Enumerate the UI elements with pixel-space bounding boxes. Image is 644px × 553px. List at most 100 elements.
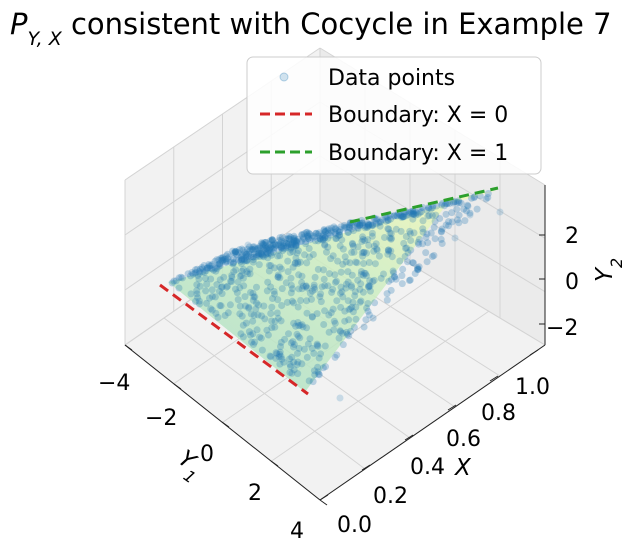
data-point — [331, 271, 339, 279]
data-point — [280, 358, 288, 366]
data-point — [364, 220, 372, 228]
data-point — [365, 283, 373, 291]
data-point — [207, 262, 215, 270]
data-point — [343, 328, 350, 336]
y1-tick-label: 0 — [200, 442, 214, 467]
data-point — [268, 317, 276, 325]
data-point — [331, 225, 339, 233]
data-point — [264, 254, 272, 262]
data-point — [191, 269, 199, 277]
data-point — [311, 237, 319, 245]
data-point — [263, 287, 271, 295]
data-point — [239, 274, 247, 282]
data-point — [294, 235, 302, 243]
data-point — [347, 327, 355, 335]
data-point — [271, 323, 279, 331]
x-tick-label: 1.0 — [515, 375, 550, 400]
data-point — [337, 303, 345, 311]
data-point — [345, 228, 352, 236]
data-point — [269, 248, 277, 256]
data-point — [348, 225, 356, 233]
data-point — [255, 250, 263, 257]
data-point — [255, 261, 263, 269]
data-point — [407, 246, 415, 254]
data-point — [298, 272, 306, 280]
data-point — [288, 369, 296, 377]
data-point — [232, 255, 240, 263]
data-point — [369, 314, 377, 322]
data-point — [237, 272, 245, 280]
data-point — [230, 268, 238, 276]
data-point — [291, 237, 298, 245]
data-point — [262, 242, 270, 250]
data-point — [260, 239, 268, 246]
data-point — [286, 355, 293, 363]
data-point — [390, 269, 398, 277]
data-point — [409, 209, 417, 217]
data-point — [258, 239, 265, 247]
data-point — [356, 221, 364, 229]
grid-line — [319, 155, 546, 293]
data-point — [391, 212, 398, 220]
data-point — [281, 335, 289, 343]
data-point — [345, 223, 353, 231]
data-point — [381, 234, 388, 241]
data-point — [298, 360, 306, 368]
data-point — [212, 309, 220, 317]
data-point — [250, 243, 258, 251]
data-point — [254, 311, 262, 319]
data-point — [294, 260, 302, 268]
data-point — [455, 199, 463, 207]
data-point — [273, 350, 281, 358]
data-point — [266, 241, 274, 248]
data-point — [455, 211, 463, 219]
data-point — [299, 233, 307, 241]
data-point — [343, 223, 351, 231]
data-point — [317, 236, 325, 244]
data-point — [369, 278, 377, 285]
data-point — [283, 242, 291, 250]
data-point — [332, 235, 340, 243]
data-point — [327, 229, 335, 237]
data-point — [335, 334, 343, 342]
data-point — [319, 234, 327, 242]
data-point — [361, 222, 369, 230]
data-point — [358, 219, 366, 227]
data-point — [298, 279, 306, 286]
data-point — [325, 328, 333, 336]
data-point — [453, 205, 461, 213]
data-point — [368, 221, 376, 229]
data-point — [268, 236, 276, 244]
data-point — [296, 238, 304, 246]
data-point — [364, 223, 372, 231]
data-point — [342, 280, 350, 288]
data-point — [369, 221, 377, 229]
data-point — [217, 254, 225, 262]
data-point — [275, 353, 283, 361]
legend-box — [246, 56, 542, 175]
data-point — [239, 321, 247, 329]
data-point — [259, 240, 267, 248]
data-point — [356, 298, 364, 306]
data-point — [214, 261, 222, 269]
grid-line — [270, 310, 490, 462]
data-point — [294, 247, 302, 255]
data-point — [358, 216, 366, 224]
data-point — [290, 238, 298, 246]
data-point — [254, 244, 262, 252]
data-point — [234, 249, 242, 257]
data-point — [276, 263, 284, 271]
data-point — [324, 243, 332, 251]
data-point — [294, 358, 302, 366]
data-point — [206, 294, 213, 302]
data-point — [359, 221, 367, 229]
data-point — [320, 226, 328, 233]
data-point — [265, 261, 273, 269]
data-point — [438, 240, 446, 247]
data-point — [275, 246, 283, 254]
data-point — [361, 224, 369, 232]
data-point — [234, 296, 242, 304]
data-point — [341, 253, 349, 261]
data-point — [356, 219, 364, 227]
data-point — [389, 267, 397, 275]
